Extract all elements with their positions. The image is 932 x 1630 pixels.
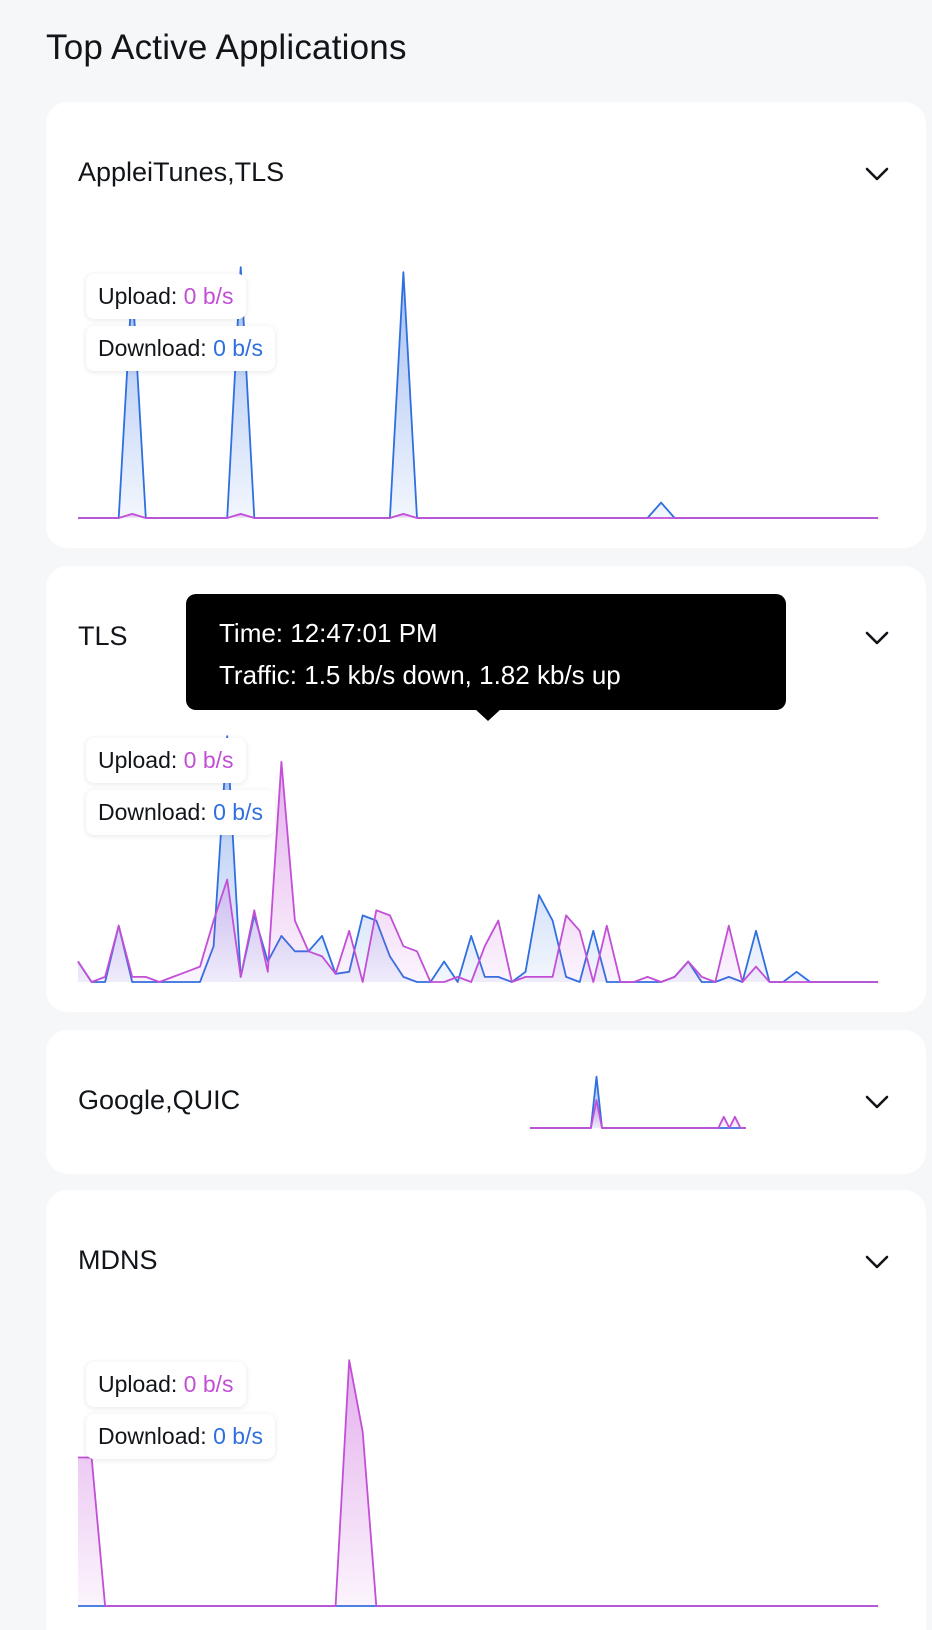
download-line — [530, 1075, 746, 1129]
tooltip-arrow — [475, 709, 501, 721]
download-value: 0 b/s — [213, 1423, 263, 1449]
tooltip-traffic: Traffic: 1.5 kb/s down, 1.82 kb/s up — [219, 660, 621, 690]
app-card-google-quic[interactable]: Google,QUIC — [46, 1030, 926, 1174]
chevron-down-icon[interactable] — [860, 1085, 894, 1119]
legend-upload-label: Upload: — [98, 747, 178, 773]
app-card-appleitunes-tls[interactable]: AppleiTunes,TLS Upload: 0 b/s Download: … — [46, 102, 926, 548]
app-card-title: AppleiTunes,TLS — [78, 157, 285, 187]
app-card-mdns[interactable]: MDNS Upload: 0 b/s Download: 0 b/s — [46, 1190, 926, 1630]
upload-line — [77, 760, 878, 983]
traffic-chart[interactable] — [78, 1348, 878, 1608]
legend-download-label: Download: — [98, 1423, 207, 1449]
upload-value: 0 b/s — [183, 1371, 234, 1397]
upload-area — [78, 513, 878, 518]
upload-line — [530, 1099, 746, 1129]
app-card-title: Google,QUIC — [78, 1085, 241, 1115]
upload-value: 0 b/s — [183, 283, 234, 309]
download-area — [78, 267, 878, 518]
chart-tooltip: Time: 12:47:01 PM Traffic: 1.5 kb/s down… — [186, 594, 786, 710]
traffic-chart-mini[interactable] — [530, 1070, 746, 1130]
legend-upload: Upload: 0 b/s — [86, 738, 246, 783]
legend-upload: Upload: 0 b/s — [86, 1362, 246, 1407]
download-value: 0 b/s — [213, 335, 263, 361]
upload-line — [78, 512, 878, 519]
legend-upload-label: Upload: — [98, 1371, 178, 1397]
tooltip-time: Time: 12:47:01 PM — [219, 618, 438, 648]
legend-download: Download: 0 b/s — [86, 326, 275, 371]
chevron-down-icon[interactable] — [860, 621, 894, 655]
legend-download-label: Download: — [98, 799, 207, 825]
legend-download-label: Download: — [98, 335, 207, 361]
legend-upload: Upload: 0 b/s — [86, 274, 246, 319]
legend-upload-label: Upload: — [98, 283, 178, 309]
legend-download: Download: 0 b/s — [86, 790, 275, 835]
app-card-title: MDNS — [78, 1245, 158, 1275]
page-title: Top Active Applications — [46, 28, 407, 67]
download-value: 0 b/s — [213, 799, 263, 825]
traffic-chart[interactable] — [78, 260, 878, 520]
traffic-chart[interactable] — [77, 724, 878, 984]
upload-value: 0 b/s — [183, 747, 234, 773]
download-area — [530, 1076, 746, 1128]
upload-area — [530, 1100, 746, 1128]
upload-line — [78, 1359, 878, 1607]
app-card-title: TLS — [78, 621, 128, 651]
chevron-down-icon[interactable] — [860, 157, 894, 191]
legend-download: Download: 0 b/s — [86, 1414, 275, 1459]
chevron-down-icon[interactable] — [860, 1245, 894, 1279]
